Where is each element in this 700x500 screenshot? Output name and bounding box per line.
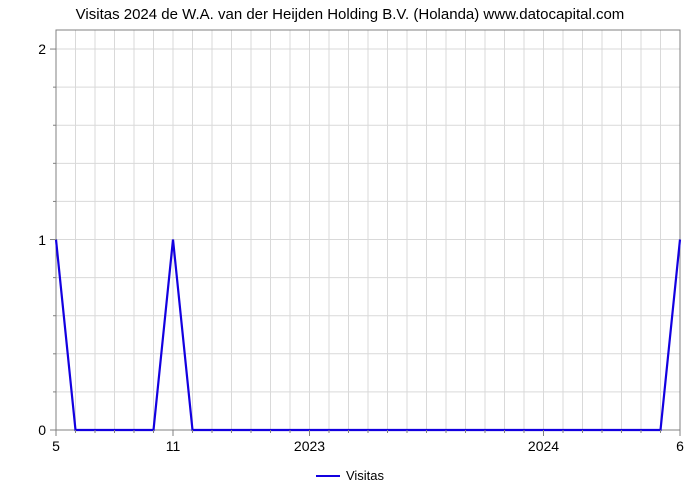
x-tick-label: 2023 xyxy=(294,438,325,454)
x-tick-label: 2024 xyxy=(528,438,559,454)
y-tick-label: 0 xyxy=(22,422,46,438)
legend: Visitas xyxy=(0,468,700,483)
legend-line-icon xyxy=(316,475,340,477)
x-tick-label: 5 xyxy=(52,438,60,454)
plot-area xyxy=(56,30,680,430)
y-tick-label: 2 xyxy=(22,41,46,57)
chart-container: Visitas 2024 de W.A. van der Heijden Hol… xyxy=(0,0,700,500)
x-tick-label: 11 xyxy=(166,438,181,454)
legend-label: Visitas xyxy=(346,468,384,483)
y-tick-label: 1 xyxy=(22,232,46,248)
x-tick-label: 6 xyxy=(676,438,684,454)
